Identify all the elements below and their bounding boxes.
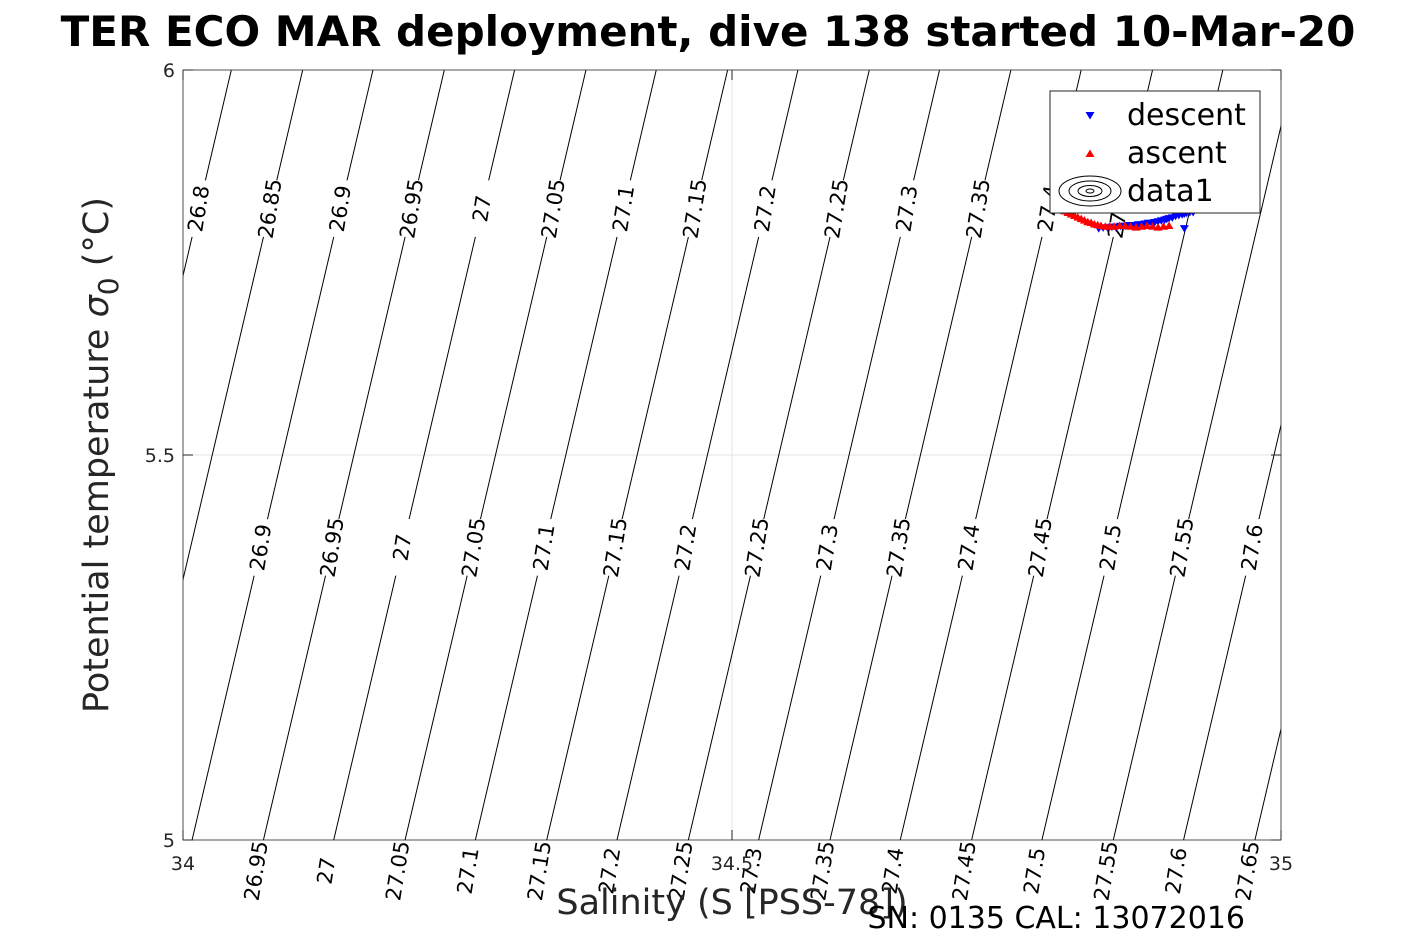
density-contour-label: 27 (468, 194, 496, 224)
ascent-point (1120, 221, 1130, 230)
density-contour-label-bg (315, 516, 349, 578)
density-contour-line (687, 70, 870, 840)
density-contour-label-bg (876, 840, 910, 902)
density-contour-line (191, 70, 374, 840)
density-contour-line (333, 70, 516, 840)
density-contour-label-bg (451, 840, 485, 902)
density-contour-label-bg (806, 840, 840, 902)
descent-point (1179, 225, 1189, 233)
density-contour-line (829, 70, 1012, 840)
density-contour-label-bg (381, 840, 415, 902)
y-axis-label-text: Potential temperature (77, 317, 117, 713)
density-contour-label-bg (961, 178, 995, 240)
density-contour-line (616, 70, 799, 840)
density-contour-label-bg (523, 840, 556, 902)
density-contour-label-bg (593, 840, 627, 902)
density-contour-label-bg (890, 178, 924, 240)
x-tick-label: 34 (171, 853, 195, 875)
density-contour-line (1112, 123, 1281, 840)
grid (183, 70, 1281, 840)
legend-ascent-marker-icon (1085, 149, 1095, 157)
density-contour-label-bg (948, 840, 981, 902)
y-axis-label-unit: (°C) (77, 197, 117, 277)
density-contour-line (183, 70, 232, 278)
legend-ascent-label: ascent (1127, 136, 1227, 171)
density-contour-label-bg (1159, 840, 1193, 902)
density-contour-label-bg (1231, 840, 1265, 902)
y-axis-label-sigma: σ (77, 293, 117, 317)
density-contour-label-bg (386, 516, 419, 578)
y-tick-label: 6 (163, 60, 175, 82)
density-contour-label-bg (465, 178, 499, 240)
ascent-point (1148, 222, 1158, 230)
density-contour-label-bg (678, 178, 712, 240)
density-contour-label-bg (735, 840, 768, 902)
density-contour-label-bg (669, 516, 703, 578)
density-contour-label-bg (740, 516, 774, 578)
density-contour-label-bg (1094, 516, 1128, 578)
density-contour-label-bg (324, 178, 357, 240)
density-contour-label-bg (1089, 840, 1123, 902)
legend-box (1049, 90, 1261, 214)
ascent-point (1142, 221, 1152, 230)
ascent-point (1164, 221, 1174, 230)
y-tick-label: 5 (163, 830, 175, 852)
density-contour-line (183, 70, 304, 582)
density-contour-label-bg (182, 178, 216, 240)
density-contour-label-bg (457, 516, 491, 578)
density-contour-line (1254, 726, 1281, 840)
chart-title: TER ECO MAR deployment, dive 138 started… (61, 7, 1356, 56)
density-contour-line (546, 70, 729, 840)
density-contour-label-bg (952, 516, 986, 578)
density-contour-label-bg (1018, 840, 1052, 902)
density-contour-label-bg (239, 840, 273, 902)
density-contour-label-bg (527, 516, 561, 578)
density-contour-label-bg (244, 516, 278, 578)
density-contour-label-bg (599, 516, 632, 578)
x-axis-label: Salinity (S [PSS-78]) (556, 883, 907, 923)
legend-data1-label: data1 (1127, 174, 1214, 209)
density-contour-line (262, 70, 445, 840)
density-contour-label-bg (810, 516, 844, 578)
ascent-point (1126, 222, 1136, 230)
density-contour-label-bg (607, 178, 641, 240)
legend-descent-label: descent (1127, 98, 1246, 133)
y-axis-label-subscript: 0 (92, 277, 125, 295)
density-contour-label-bg (1165, 516, 1199, 578)
density-contour-label-bg (882, 516, 916, 578)
legend-descent-marker-icon (1085, 112, 1095, 120)
density-contour-label-bg (664, 840, 698, 902)
density-contour-label-bg (395, 178, 429, 240)
density-contour-label-bg (1235, 516, 1269, 578)
density-contour-label-bg (310, 840, 343, 902)
legend[interactable]: descent ascent data1 (1049, 90, 1261, 214)
density-contour-label-bg (748, 178, 782, 240)
y-axis-label: Potential temperature σ0 (°C) (77, 197, 125, 713)
x-tick-label: 34.5 (711, 853, 753, 875)
density-contour-label: 27 (389, 532, 417, 562)
density-contour-label-bg (820, 178, 854, 240)
x-tick-label: 35 (1269, 853, 1293, 875)
density-contour-label-bg (537, 178, 570, 240)
density-contour-label-bg (253, 178, 287, 240)
footer-serial: SN: 0135 CAL: 13072016 (867, 901, 1245, 936)
legend-contour-icon (1058, 175, 1122, 207)
density-contour-label-bg (1023, 516, 1057, 578)
density-contour-line (474, 70, 657, 840)
y-tick-label: 5.5 (145, 445, 175, 467)
density-contour-line (758, 70, 941, 840)
axis-ticks: 34 34.5 35 5 5.5 6 (145, 60, 1293, 875)
density-contour-line (404, 70, 587, 840)
density-contour-label: 27 (313, 856, 341, 886)
